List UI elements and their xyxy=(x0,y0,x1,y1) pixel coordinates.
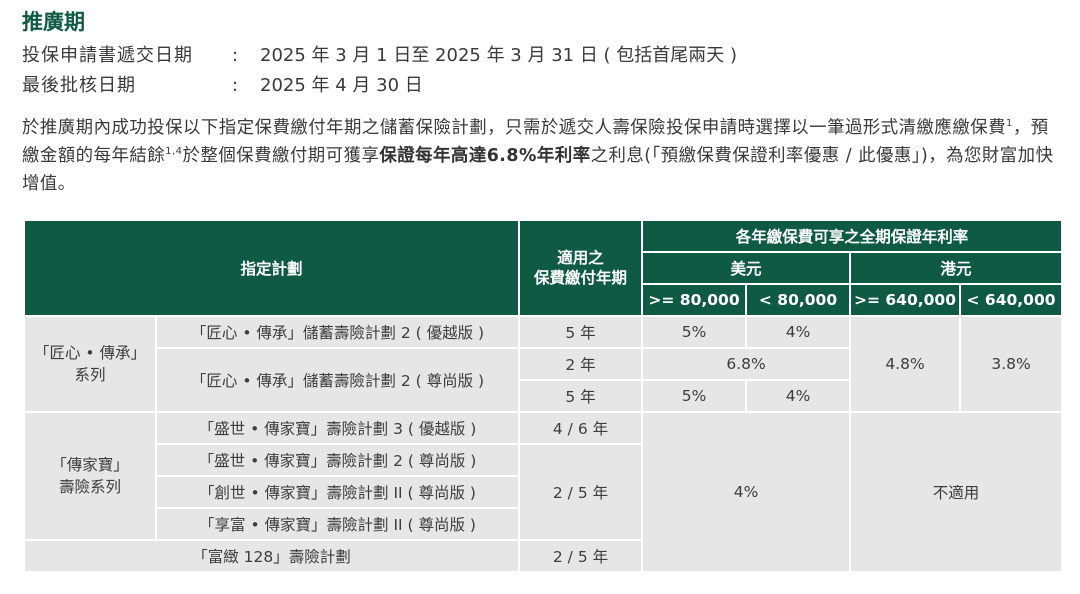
info-colon: : xyxy=(232,45,239,66)
rate-usd-all: 6.8% xyxy=(641,347,852,381)
header-term-line1: 適用之 xyxy=(557,249,604,267)
plan-name: 「享富 • 傳家寶」壽險計劃 II ( 尊尚版 ) xyxy=(154,507,521,541)
header-payment-term: 適用之 保費繳付年期 xyxy=(518,219,644,317)
payment-term: 2 / 5 年 xyxy=(518,539,644,573)
header-hkd: 港元 xyxy=(849,251,1064,285)
info-submission-period: 投保申請書遞交日期:2025 年 3 月 1 日至 2025 年 3 月 31 … xyxy=(22,41,737,67)
rate-hkd-high: 4.8% xyxy=(849,315,962,413)
rate-hkd-low: 3.8% xyxy=(959,315,1064,413)
info-value: 2025 年 4 月 30 日 xyxy=(260,75,423,96)
footnote-ref-1: 1 xyxy=(1006,118,1013,130)
table-row: 「創世 • 傳家寶」壽險計劃 II ( 尊尚版 ) xyxy=(24,475,1062,509)
para-text-3: 於整個保費繳付期可獲享 xyxy=(182,146,380,166)
rate-usd-low: 4% xyxy=(745,315,852,349)
header-hkd-low: < 640,000 xyxy=(959,283,1064,317)
plan-name: 「匠心 • 傳承」儲蓄壽險計劃 2 ( 尊尚版 ) xyxy=(154,347,521,413)
payment-term: 5 年 xyxy=(518,315,644,349)
series-name-line1: 「傳家寶」 xyxy=(51,456,129,474)
rates-table: 指定計劃 適用之保費繳付年期 各年繳保費可享之全期保證年利率 美元 港元 >= … xyxy=(22,219,1064,573)
footnote-ref-2: 1,4 xyxy=(165,146,183,158)
table-row: 「富緻 128」壽險計劃 2 / 5 年 xyxy=(22,539,1062,573)
payment-term: 4 / 6 年 xyxy=(518,411,644,445)
plan-name: 「匠心 • 傳承」儲蓄壽險計劃 2 ( 優越版 ) xyxy=(154,315,521,349)
table-row: 「匠心 • 傳承」 系列 「匠心 • 傳承」儲蓄壽險計劃 2 ( 優越版 ) 5 … xyxy=(23,315,1064,413)
rate-usd-low: 4% xyxy=(745,379,852,413)
header-hkd-high: >= 640,000 xyxy=(849,283,962,317)
series-name-2: 「傳家寶」 壽險系列 xyxy=(23,411,157,541)
series-name-line2: 系列 xyxy=(74,366,106,384)
info-label: 投保申請書遞交日期 xyxy=(22,45,193,66)
header-term-line2: 保費繳付年期 xyxy=(534,269,628,287)
para-text-1: 於推廣期內成功投保以下指定保費繳付年期之儲蓄保險計劃，只需於遞交人壽保險投保申請… xyxy=(22,118,1006,138)
header-plan: 指定計劃 xyxy=(22,219,521,317)
series-name-line1: 「匠心 • 傳承」 xyxy=(34,344,146,362)
table-row: 「匠心 • 傳承」儲蓄壽險計劃 2 ( 尊尚版 ) 2 年 6.8% xyxy=(24,347,1062,413)
info-approval-date: 最後批核日期:2025 年 4 月 30 日 xyxy=(22,71,423,97)
payment-term: 2 年 xyxy=(518,347,644,381)
table-row: 「盛世 • 傳家寶」壽險計劃 2 ( 尊尚版 ) 2 / 5 年 xyxy=(24,443,1062,541)
para-text-2: ，預繳金額的每年結餘 xyxy=(22,118,1049,166)
table-row: 5 年 5% 4% xyxy=(24,379,1062,413)
plan-name: 「盛世 • 傳家寶」壽險計劃 2 ( 尊尚版 ) xyxy=(154,443,521,477)
payment-term: 5 年 xyxy=(518,379,644,413)
promo-description: 於推廣期內成功投保以下指定保費繳付年期之儲蓄保險計劃，只需於遞交人壽保險投保申請… xyxy=(22,114,1062,198)
payment-term: 2 / 5 年 xyxy=(518,443,644,541)
plan-name: 「盛世 • 傳家寶」壽險計劃 3 ( 優越版 ) xyxy=(154,411,521,445)
rate-usd-high: 5% xyxy=(641,379,748,413)
info-colon: : xyxy=(232,75,239,96)
table-row: 「享富 • 傳家寶」壽險計劃 II ( 尊尚版 ) xyxy=(24,507,1062,541)
para-highlight: 保證每年高達6.8%年利率 xyxy=(379,146,591,166)
rate-hkd-series2: 不適用 xyxy=(849,411,1064,573)
rate-usd-high: 5% xyxy=(641,315,748,349)
series-name-1: 「匠心 • 傳承」 系列 xyxy=(23,315,157,413)
plan-name: 「富緻 128」壽險計劃 xyxy=(22,539,521,573)
header-rate-group: 各年繳保費可享之全期保證年利率 xyxy=(641,219,1064,253)
header-usd-low: < 80,000 xyxy=(745,283,852,317)
table-row: 「傳家寶」壽險系列 「盛世 • 傳家寶」壽險計劃 3 ( 優越版 ) 4 / 6… xyxy=(23,411,1064,573)
header-usd-high: >= 80,000 xyxy=(641,283,748,317)
para-text-4: 之利息(「預繳保費保證利率優惠 / 此優惠」)，為您財富加快增值。 xyxy=(22,146,1054,194)
rate-usd-series2: 4% xyxy=(641,411,852,573)
plan-name: 「創世 • 傳家寶」壽險計劃 II ( 尊尚版 ) xyxy=(154,475,521,509)
series-name-line2: 壽險系列 xyxy=(58,478,121,496)
info-value: 2025 年 3 月 1 日至 2025 年 3 月 31 日 ( 包括首尾兩天… xyxy=(260,45,738,66)
header-usd: 美元 xyxy=(641,251,852,285)
info-label: 最後批核日期 xyxy=(22,75,136,96)
page-title: 推廣期 xyxy=(22,10,85,34)
